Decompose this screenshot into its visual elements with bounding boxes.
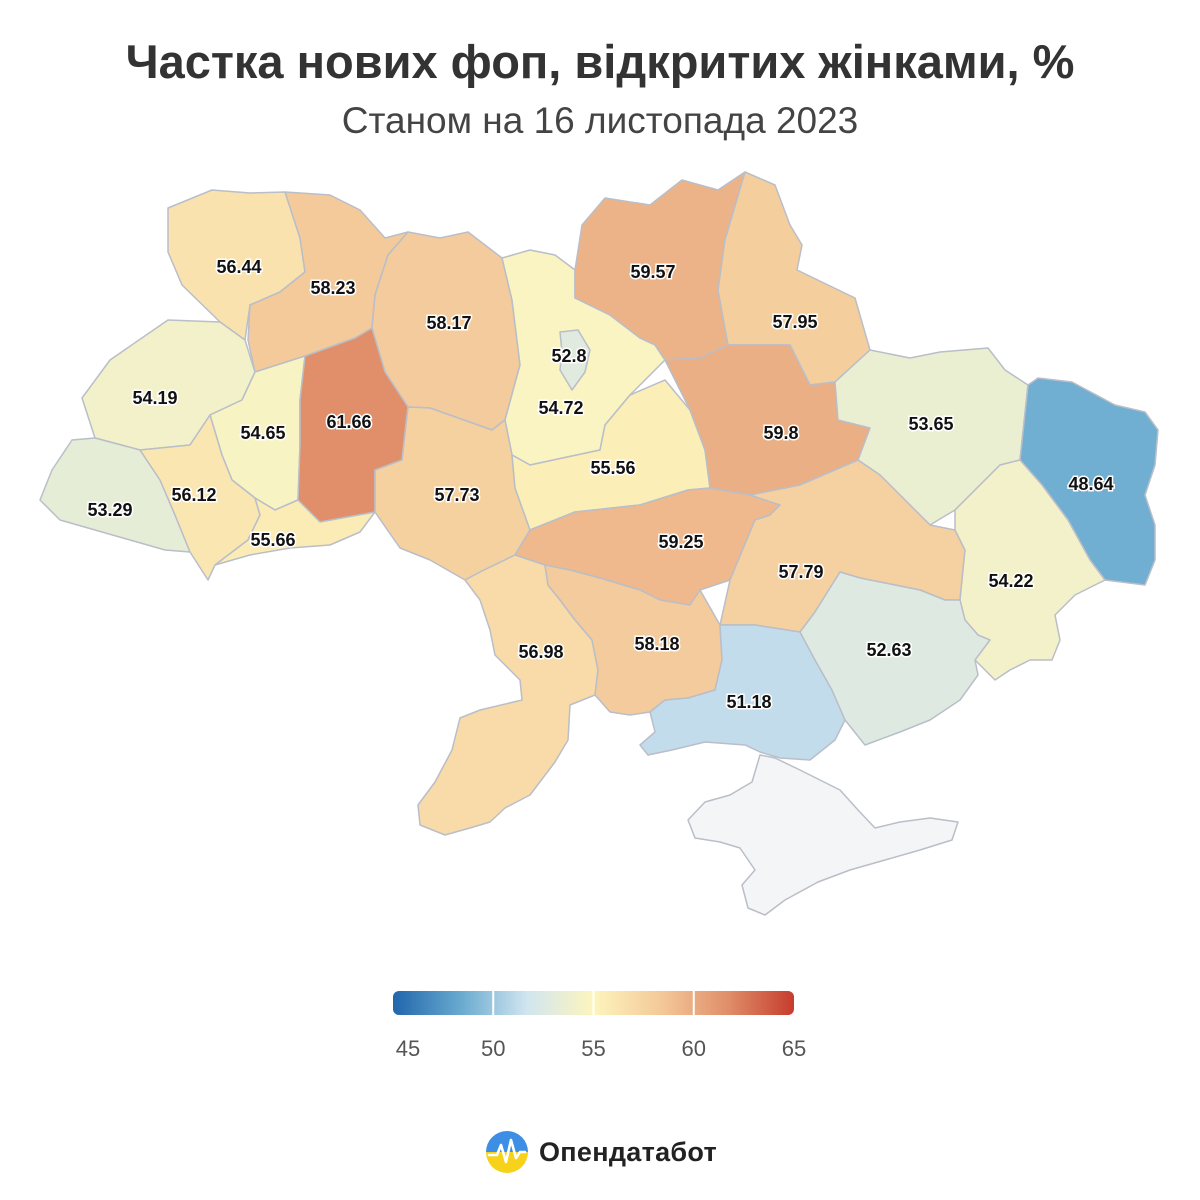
legend-tick-label: 65 <box>782 1036 806 1061</box>
region-value-dnipropetrovsk: 57.79 <box>778 562 823 582</box>
region-value-odesa: 56.98 <box>518 642 563 662</box>
brand-name: Опендатабот <box>539 1136 718 1167</box>
legend-tick-label: 55 <box>581 1036 605 1061</box>
region-value-lviv: 54.19 <box>132 388 177 408</box>
legend-tick-label: 60 <box>682 1036 706 1061</box>
region-value-ternopil: 54.65 <box>240 423 285 443</box>
region-value-kirovohrad: 59.25 <box>658 532 703 552</box>
region-value-luhansk: 48.64 <box>1068 474 1113 494</box>
region-value-cherkasy: 55.56 <box>590 458 635 478</box>
region-value-kharkiv: 53.65 <box>908 414 953 434</box>
region-chernivtsi <box>214 497 376 566</box>
region-zaporizhzhia <box>799 571 991 746</box>
region-value-volyn: 56.44 <box>216 257 261 277</box>
region-value-khmelnytskyi: 61.66 <box>326 412 371 432</box>
brand-footer: Опендатабот <box>485 1130 717 1174</box>
region-value-zaporizhzhia: 52.63 <box>866 640 911 660</box>
region-kyiv-city <box>559 329 591 391</box>
region-value-rivne: 58.23 <box>310 278 355 298</box>
region-value-ivano-frankivsk: 56.12 <box>171 485 216 505</box>
region-value-sumy: 57.95 <box>772 312 817 332</box>
legend-tick-label: 45 <box>396 1036 420 1061</box>
region-value-zhytomyr: 58.17 <box>426 313 471 333</box>
color-scale-legend: 45 50 55 60 65 <box>393 991 806 1061</box>
map-title: Частка нових фоп, відкритих жінками, % <box>125 35 1075 88</box>
region-value-kyiv-city: 52.8 <box>551 346 586 366</box>
map-subtitle: Станом на 16 листопада 2023 <box>341 100 859 141</box>
region-value-vinnytsia: 57.73 <box>434 485 479 505</box>
legend-tick-label: 50 <box>481 1036 505 1061</box>
opendatabot-logo-icon <box>486 1131 528 1173</box>
region-value-mykolaiv: 58.18 <box>634 634 679 654</box>
region-value-poltava: 59.8 <box>763 423 798 443</box>
region-value-chernivtsi: 55.66 <box>250 530 295 550</box>
region-value-zakarpattia: 53.29 <box>87 500 132 520</box>
region-value-kyiv-oblast: 54.72 <box>538 398 583 418</box>
region-value-kherson: 51.18 <box>726 692 771 712</box>
region-value-chernihiv: 59.57 <box>630 262 675 282</box>
region-crimea <box>687 754 959 916</box>
region-value-donetsk: 54.22 <box>988 571 1033 591</box>
